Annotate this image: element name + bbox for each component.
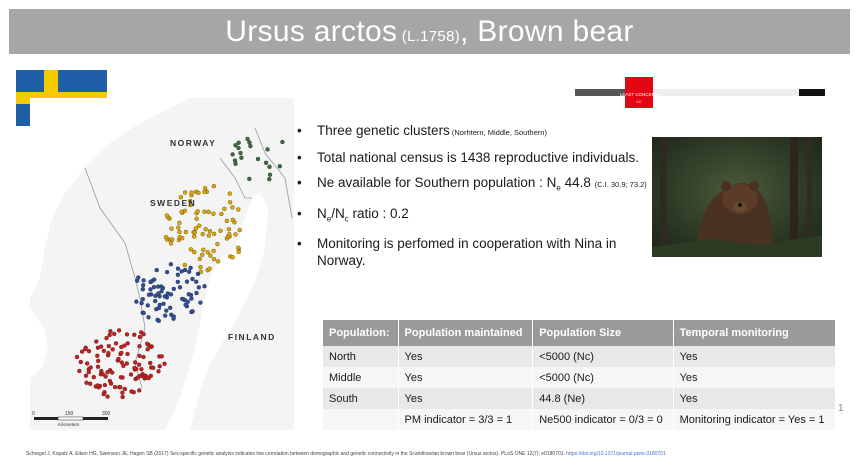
table-cell: South	[323, 388, 399, 409]
col-population: Population:	[323, 320, 399, 346]
map-label-norway: NORWAY	[170, 138, 216, 148]
iucn-lc-badge	[625, 77, 653, 108]
table-cell	[323, 409, 399, 430]
scale-tick-300: 300	[102, 411, 111, 417]
citation-doi-link[interactable]: https://doi.org/10.1371/journal.pone.018…	[566, 451, 666, 457]
key-facts-list: Three genetic clusters (Norhtern, Middle…	[297, 122, 647, 277]
iucn-status-scale: LEAST CONCERN LC	[575, 77, 825, 108]
table-cell: Yes	[673, 388, 837, 409]
table-cell: Yes	[398, 346, 534, 367]
table-cell: Yes	[398, 388, 534, 409]
bullet-monitoring: Monitoring is perfomed in cooperation wi…	[297, 235, 647, 269]
table-cell: Ne500 indicator = 0/3 = 0	[532, 409, 674, 430]
table-cell: Yes	[398, 367, 534, 388]
citation: Schregel J, Kopatz A, Eiken HG, Swenson …	[26, 451, 666, 457]
iucn-badge-code: LC	[636, 99, 641, 104]
bullet-clusters: Three genetic clusters (Norhtern, Middle…	[297, 122, 647, 141]
brown-bear-photo	[652, 137, 822, 257]
col-maintained: Population maintained	[398, 320, 534, 346]
table-row: South Yes 44.8 (Ne) Yes	[323, 388, 837, 409]
table-row: North Yes <5000 (Nc) Yes	[323, 346, 837, 367]
slide-title: Ursus arctos (L.1758), Brown bear	[225, 14, 634, 48]
table-cell: Monitoring indicator = Yes = 1	[673, 409, 837, 430]
population-table: Population: Population maintained Popula…	[323, 320, 837, 430]
table-cell: 44.8 (Ne)	[532, 388, 674, 409]
table-cell: Middle	[323, 367, 399, 388]
table-cell: Yes	[673, 367, 837, 388]
title-bar: Ursus arctos (L.1758), Brown bear	[9, 9, 850, 54]
table-row-indicators: PM indicator = 3/3 = 1 Ne500 indicator =…	[323, 409, 837, 430]
scale-tick-150: 150	[65, 411, 74, 417]
bullet-ratio: Ne/Nc ratio : 0.2	[297, 205, 647, 228]
iucn-badge-label: LEAST CONCERN	[620, 92, 658, 97]
map-label-finland: FINLAND	[228, 332, 276, 342]
map-label-sweden: SWEDEN	[150, 198, 196, 208]
col-monitoring: Temporal monitoring	[673, 320, 837, 346]
table-cell: PM indicator = 3/3 = 1	[398, 409, 534, 430]
scale-unit: Kilometers	[58, 422, 80, 427]
bullet-census: Total national census is 1438 reproducti…	[297, 149, 647, 166]
table-row: Middle Yes <5000 (Nc) Yes	[323, 367, 837, 388]
table-cell: <5000 (Nc)	[532, 367, 674, 388]
page-number: 1	[838, 403, 844, 414]
table-cell: Yes	[673, 346, 837, 367]
col-size: Population Size	[532, 320, 674, 346]
scale-tick-0: 0	[32, 411, 35, 417]
table-cell: North	[323, 346, 399, 367]
bullet-ne: Ne available for Southern population : N…	[297, 174, 647, 197]
distribution-map: NORWAY SWEDEN FINLAND 0 150 300 Kilomete…	[30, 98, 294, 430]
table-cell: <5000 (Nc)	[532, 346, 674, 367]
table-header-row: Population: Population maintained Popula…	[323, 320, 837, 346]
